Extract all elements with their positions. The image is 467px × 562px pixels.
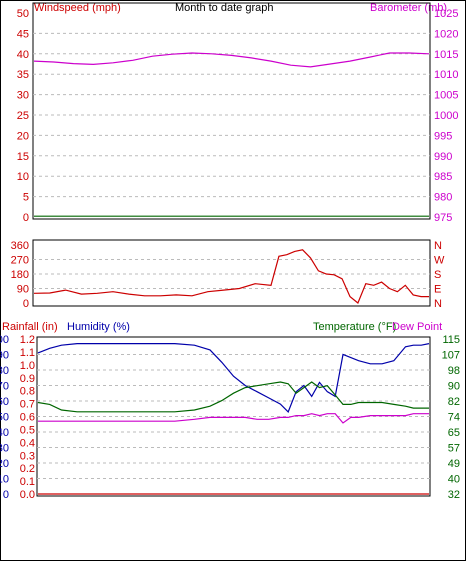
wind-direction-tick-label: 0 bbox=[23, 298, 29, 310]
barometer-series-line bbox=[33, 52, 430, 68]
barometer-tick-label: 1000 bbox=[434, 110, 458, 122]
temperature-tick-label: 74 bbox=[448, 412, 460, 424]
rainfall-tick-label: 0.2 bbox=[20, 463, 35, 475]
temperature-tick-label: 49 bbox=[448, 458, 460, 470]
barometer-tick-label: 1005 bbox=[434, 90, 458, 102]
barometer-tick-label: 1015 bbox=[434, 49, 458, 61]
barometer-tick-label: 1020 bbox=[434, 28, 458, 40]
rainfall-tick-label: 0.1 bbox=[20, 476, 35, 488]
rainfall-tick-label: 0.3 bbox=[20, 450, 35, 462]
humidity-tick-label: 80 bbox=[0, 365, 9, 377]
barometer-tick-label: 1025 bbox=[434, 8, 458, 20]
rainfall-tick-label: 1.1 bbox=[20, 347, 35, 359]
compass-tick-label: E bbox=[434, 284, 441, 296]
barometer-tick-label: 995 bbox=[434, 130, 452, 142]
windspeed-tick-label: 30 bbox=[17, 90, 29, 102]
compass-tick-label: W bbox=[434, 255, 445, 267]
windspeed-tick-label: 50 bbox=[17, 8, 29, 20]
barometer-tick-label: 990 bbox=[434, 151, 452, 163]
windspeed-tick-label: 0 bbox=[23, 212, 29, 224]
rainfall-tick-label: 0.9 bbox=[20, 373, 35, 385]
dewpoint-series-line bbox=[38, 413, 429, 424]
wind-direction-tick-label: 270 bbox=[11, 255, 29, 267]
wind-direction-tick-label: 360 bbox=[11, 240, 29, 252]
humidity-tick-label: 100 bbox=[0, 334, 9, 346]
humidity-tick-label: 0 bbox=[3, 489, 9, 501]
rainfall-tick-label: 0.7 bbox=[20, 399, 35, 411]
rainfall-tick-label: 1.0 bbox=[20, 360, 35, 372]
wind-direction-series-line bbox=[33, 249, 429, 304]
temperature-tick-label: 107 bbox=[442, 350, 460, 362]
temperature-tick-label: 65 bbox=[448, 427, 460, 439]
compass-tick-label: N bbox=[434, 298, 442, 310]
humidity-tick-label: 30 bbox=[0, 443, 9, 455]
rainfall-tick-label: 0.5 bbox=[20, 424, 35, 436]
compass-tick-label: S bbox=[434, 269, 441, 281]
windspeed-tick-label: 10 bbox=[17, 171, 29, 183]
temperature-tick-label: 115 bbox=[442, 334, 460, 346]
windspeed-tick-label: 20 bbox=[17, 130, 29, 142]
temperature-tick-label: 57 bbox=[448, 443, 460, 455]
chart-title: Month to date graph bbox=[175, 2, 273, 14]
windspeed-tick-label: 35 bbox=[17, 69, 29, 81]
humidity-series-line bbox=[37, 343, 430, 413]
temperature-axis-label: Temperature (°F) bbox=[313, 321, 396, 333]
temperature-tick-label: 98 bbox=[448, 365, 460, 377]
wind-direction-tick-label: 90 bbox=[17, 284, 29, 296]
windspeed-tick-label: 5 bbox=[23, 192, 29, 204]
wind-barometer-plot-frame bbox=[32, 2, 431, 220]
temperature-series-line bbox=[37, 381, 429, 413]
humidity-tick-label: 20 bbox=[0, 458, 9, 470]
windspeed-tick-label: 15 bbox=[17, 151, 29, 163]
windspeed-tick-label: 25 bbox=[17, 110, 29, 122]
barometer-tick-label: 1010 bbox=[434, 69, 458, 81]
dewpoint-axis-label: Dew Point bbox=[392, 321, 442, 333]
humidity-tick-label: 10 bbox=[0, 474, 9, 486]
temperature-tick-label: 90 bbox=[448, 381, 460, 393]
humidity-tick-label: 70 bbox=[0, 381, 9, 393]
rainfall-tick-label: 0.8 bbox=[20, 386, 35, 398]
windspeed-tick-label: 45 bbox=[17, 28, 29, 40]
barometer-tick-label: 980 bbox=[434, 192, 452, 204]
barometer-axis-label: Barometer (mb) bbox=[370, 2, 447, 14]
humidity-tick-label: 40 bbox=[0, 427, 9, 439]
windspeed-tick-label: 40 bbox=[17, 49, 29, 61]
temperature-tick-label: 40 bbox=[448, 474, 460, 486]
rainfall-tick-label: 0.6 bbox=[20, 412, 35, 424]
rainfall-tick-label: 0.0 bbox=[20, 489, 35, 501]
temperature-tick-label: 82 bbox=[448, 396, 460, 408]
rainfall-axis-label: Rainfall (in) bbox=[2, 321, 58, 333]
humidity-tick-label: 60 bbox=[0, 396, 9, 408]
rainfall-tick-label: 1.2 bbox=[20, 334, 35, 346]
wind-direction-tick-label: 180 bbox=[11, 269, 29, 281]
rainfall-tick-label: 0.4 bbox=[20, 437, 35, 449]
windspeed-axis-label: Windspeed (mph) bbox=[34, 2, 121, 14]
barometer-tick-label: 975 bbox=[434, 212, 452, 224]
wind-direction-plot-frame bbox=[32, 239, 431, 307]
compass-tick-label: N bbox=[434, 240, 442, 252]
humidity-tick-label: 50 bbox=[0, 412, 9, 424]
humidity-axis-label: Humidity (%) bbox=[67, 321, 130, 333]
temperature-tick-label: 32 bbox=[448, 489, 460, 501]
humidity-tick-label: 90 bbox=[0, 350, 9, 362]
barometer-tick-label: 985 bbox=[434, 171, 452, 183]
